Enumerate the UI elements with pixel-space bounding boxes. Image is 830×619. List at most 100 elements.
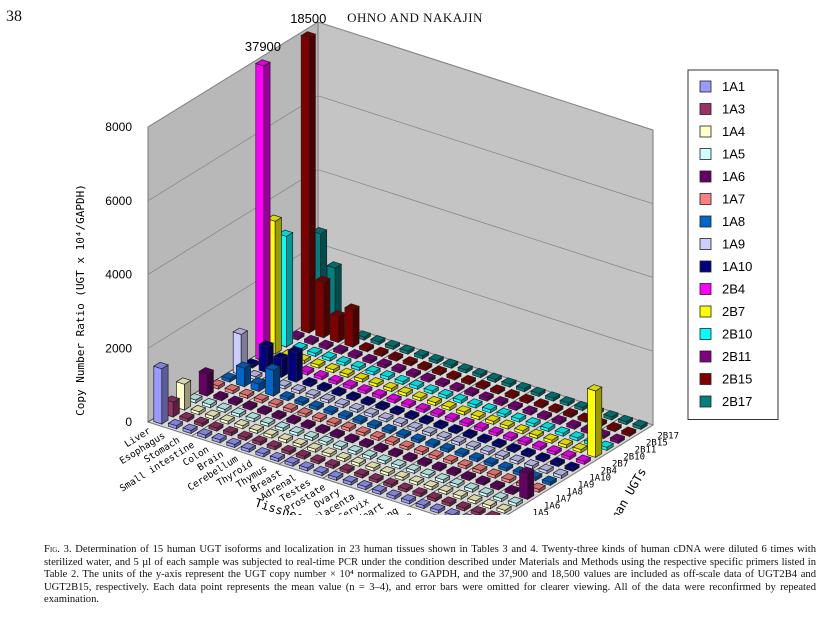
bar bbox=[227, 395, 244, 407]
bar-top-face bbox=[463, 482, 480, 490]
bar-top-face bbox=[518, 466, 535, 474]
bar-top-face bbox=[350, 360, 367, 368]
bar-front-face bbox=[329, 313, 339, 343]
bar bbox=[259, 416, 276, 428]
bar-top-face bbox=[452, 489, 469, 497]
bar bbox=[379, 370, 396, 381]
bar-top-face bbox=[400, 398, 417, 406]
page-number: 38 bbox=[6, 8, 22, 25]
bar-top-face bbox=[415, 498, 432, 506]
bar bbox=[568, 431, 585, 442]
bar-top-face bbox=[303, 334, 320, 343]
bar-top-face bbox=[353, 372, 370, 380]
bar-top-face bbox=[266, 440, 283, 448]
bar-side-face bbox=[263, 61, 271, 362]
bar bbox=[332, 440, 349, 451]
bar-top-face bbox=[245, 412, 262, 420]
bar-top-face bbox=[305, 388, 322, 396]
bar bbox=[536, 410, 553, 421]
legend-swatch bbox=[699, 170, 712, 183]
bar-top-face bbox=[347, 349, 364, 357]
bar-top-face bbox=[602, 410, 619, 418]
bar bbox=[355, 426, 372, 437]
bar bbox=[492, 491, 509, 503]
bar-top-face bbox=[437, 388, 454, 397]
bar bbox=[327, 470, 344, 482]
bar-top-face bbox=[450, 435, 467, 443]
bar-top-face bbox=[274, 421, 291, 429]
bar-top-face bbox=[534, 452, 551, 460]
bar bbox=[254, 447, 271, 458]
bar-top-face bbox=[358, 437, 375, 446]
bar-top-face bbox=[413, 445, 430, 453]
bar-side-face bbox=[595, 386, 603, 459]
bar bbox=[403, 409, 420, 421]
legend-label: 1A10 bbox=[722, 259, 752, 274]
legend-label: 2B15 bbox=[722, 372, 752, 387]
gridline bbox=[147, 95, 654, 205]
bar-top-face bbox=[447, 424, 464, 432]
bar bbox=[245, 412, 262, 423]
legend-label: 1A1 bbox=[722, 79, 745, 94]
bar-top-face bbox=[350, 456, 367, 464]
bar-top-face bbox=[586, 384, 603, 392]
z-tick-label: 1A5 bbox=[533, 509, 549, 516]
bar bbox=[365, 365, 381, 376]
bar bbox=[254, 59, 271, 362]
legend-swatch bbox=[699, 80, 712, 93]
bar-top-face bbox=[403, 409, 420, 418]
bar bbox=[366, 419, 383, 430]
bar-top-face bbox=[530, 482, 547, 490]
bar-top-face bbox=[523, 459, 540, 467]
bar bbox=[423, 480, 440, 491]
bar-top-face bbox=[230, 407, 247, 415]
bar-top-face bbox=[358, 342, 375, 350]
bar bbox=[437, 388, 454, 400]
bar bbox=[353, 372, 370, 383]
bar bbox=[405, 463, 422, 475]
bar-top-face bbox=[365, 365, 381, 373]
bar-top-face bbox=[318, 435, 335, 443]
bar bbox=[353, 468, 370, 479]
bar-top-face bbox=[297, 407, 313, 415]
bar bbox=[552, 468, 569, 480]
y-tick-label: 4000 bbox=[105, 268, 132, 282]
bar bbox=[434, 473, 451, 484]
bar-top-face bbox=[186, 393, 203, 401]
x-tick-label: Lung bbox=[375, 505, 400, 515]
bar bbox=[449, 477, 466, 489]
bar-top-face bbox=[489, 480, 506, 488]
bar bbox=[399, 344, 415, 355]
bar bbox=[617, 414, 634, 426]
bar-top-face bbox=[314, 423, 331, 431]
bar-top-face bbox=[475, 475, 491, 483]
bar-top-face bbox=[238, 388, 255, 396]
bar bbox=[360, 395, 377, 407]
y-tick-label: 0 bbox=[125, 415, 132, 429]
bar-top-face bbox=[251, 435, 268, 443]
bar-side-face bbox=[352, 305, 360, 348]
bar bbox=[337, 409, 354, 421]
bar-top-face bbox=[355, 426, 372, 434]
bar-top-face bbox=[379, 466, 396, 474]
bar bbox=[463, 482, 480, 493]
bar bbox=[242, 400, 258, 411]
legend-swatch bbox=[699, 373, 712, 385]
bar bbox=[329, 428, 346, 439]
bar-top-face bbox=[371, 388, 388, 396]
bar bbox=[340, 421, 357, 432]
bar-top-face bbox=[533, 398, 550, 406]
bar-top-face bbox=[483, 456, 500, 464]
bar bbox=[376, 358, 393, 369]
bar-top-face bbox=[428, 353, 445, 361]
bar-top-face bbox=[454, 447, 470, 455]
legend-label: 2B4 bbox=[722, 282, 745, 297]
bar bbox=[235, 361, 252, 388]
bar-top-face bbox=[340, 421, 357, 429]
bar bbox=[256, 405, 273, 416]
bar bbox=[476, 433, 493, 444]
y-tick-label: 2000 bbox=[105, 341, 132, 355]
bar-top-face bbox=[233, 419, 250, 427]
bar-top-face bbox=[339, 367, 356, 375]
bar-top-face bbox=[411, 391, 428, 399]
